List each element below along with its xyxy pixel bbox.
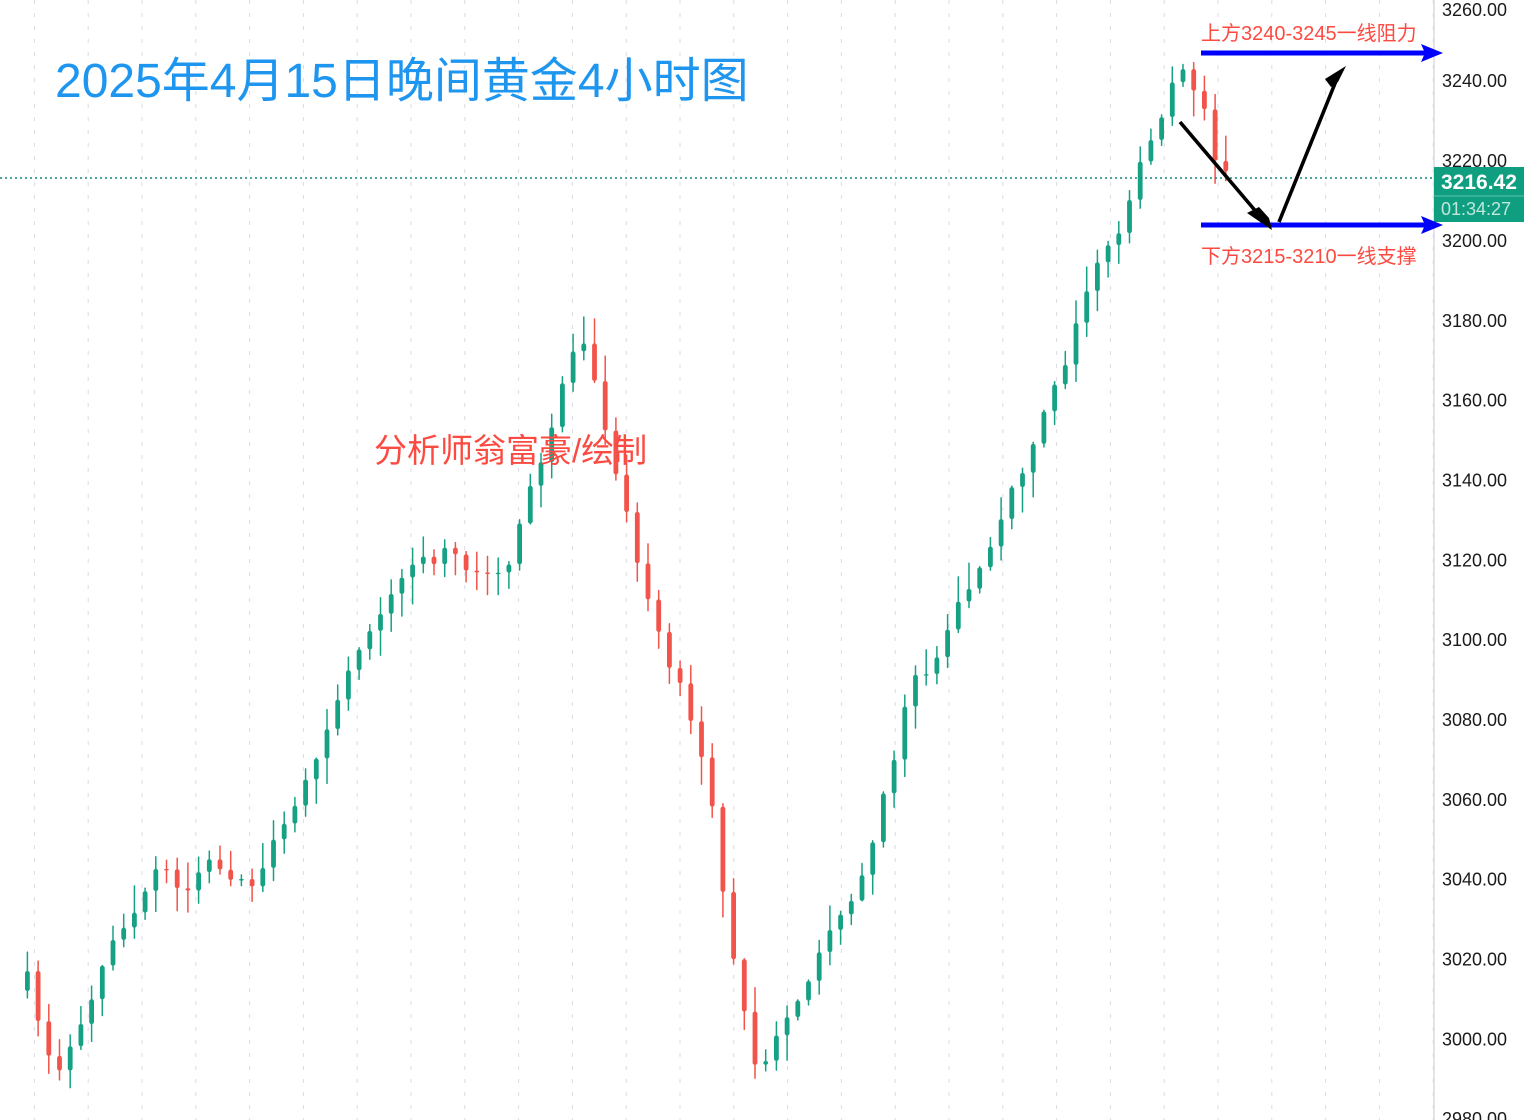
svg-text:3080.00: 3080.00 [1442, 710, 1507, 730]
svg-text:3216.42: 3216.42 [1441, 171, 1517, 194]
svg-text:3040.00: 3040.00 [1442, 870, 1507, 890]
svg-text:上方3240-3245一线阻力: 上方3240-3245一线阻力 [1201, 22, 1417, 45]
svg-text:01:34:27: 01:34:27 [1441, 199, 1511, 219]
svg-text:3160.00: 3160.00 [1442, 391, 1507, 411]
svg-text:3200.00: 3200.00 [1442, 231, 1507, 251]
svg-text:下方3215-3210一线支撑: 下方3215-3210一线支撑 [1201, 245, 1417, 268]
svg-text:3100.00: 3100.00 [1442, 630, 1507, 650]
svg-text:3020.00: 3020.00 [1442, 950, 1507, 970]
svg-text:3240.00: 3240.00 [1442, 71, 1507, 91]
svg-text:3120.00: 3120.00 [1442, 550, 1507, 570]
svg-text:分析师翁富豪/绘制: 分析师翁富豪/绘制 [374, 432, 647, 469]
svg-text:2980.00: 2980.00 [1442, 1109, 1507, 1120]
svg-text:3260.00: 3260.00 [1442, 0, 1507, 20]
svg-text:3000.00: 3000.00 [1442, 1029, 1507, 1049]
svg-text:3060.00: 3060.00 [1442, 790, 1507, 810]
svg-text:3180.00: 3180.00 [1442, 311, 1507, 331]
svg-text:3140.00: 3140.00 [1442, 471, 1507, 491]
svg-text:2025年4月15日晚间黄金4小时图: 2025年4月15日晚间黄金4小时图 [55, 55, 749, 108]
